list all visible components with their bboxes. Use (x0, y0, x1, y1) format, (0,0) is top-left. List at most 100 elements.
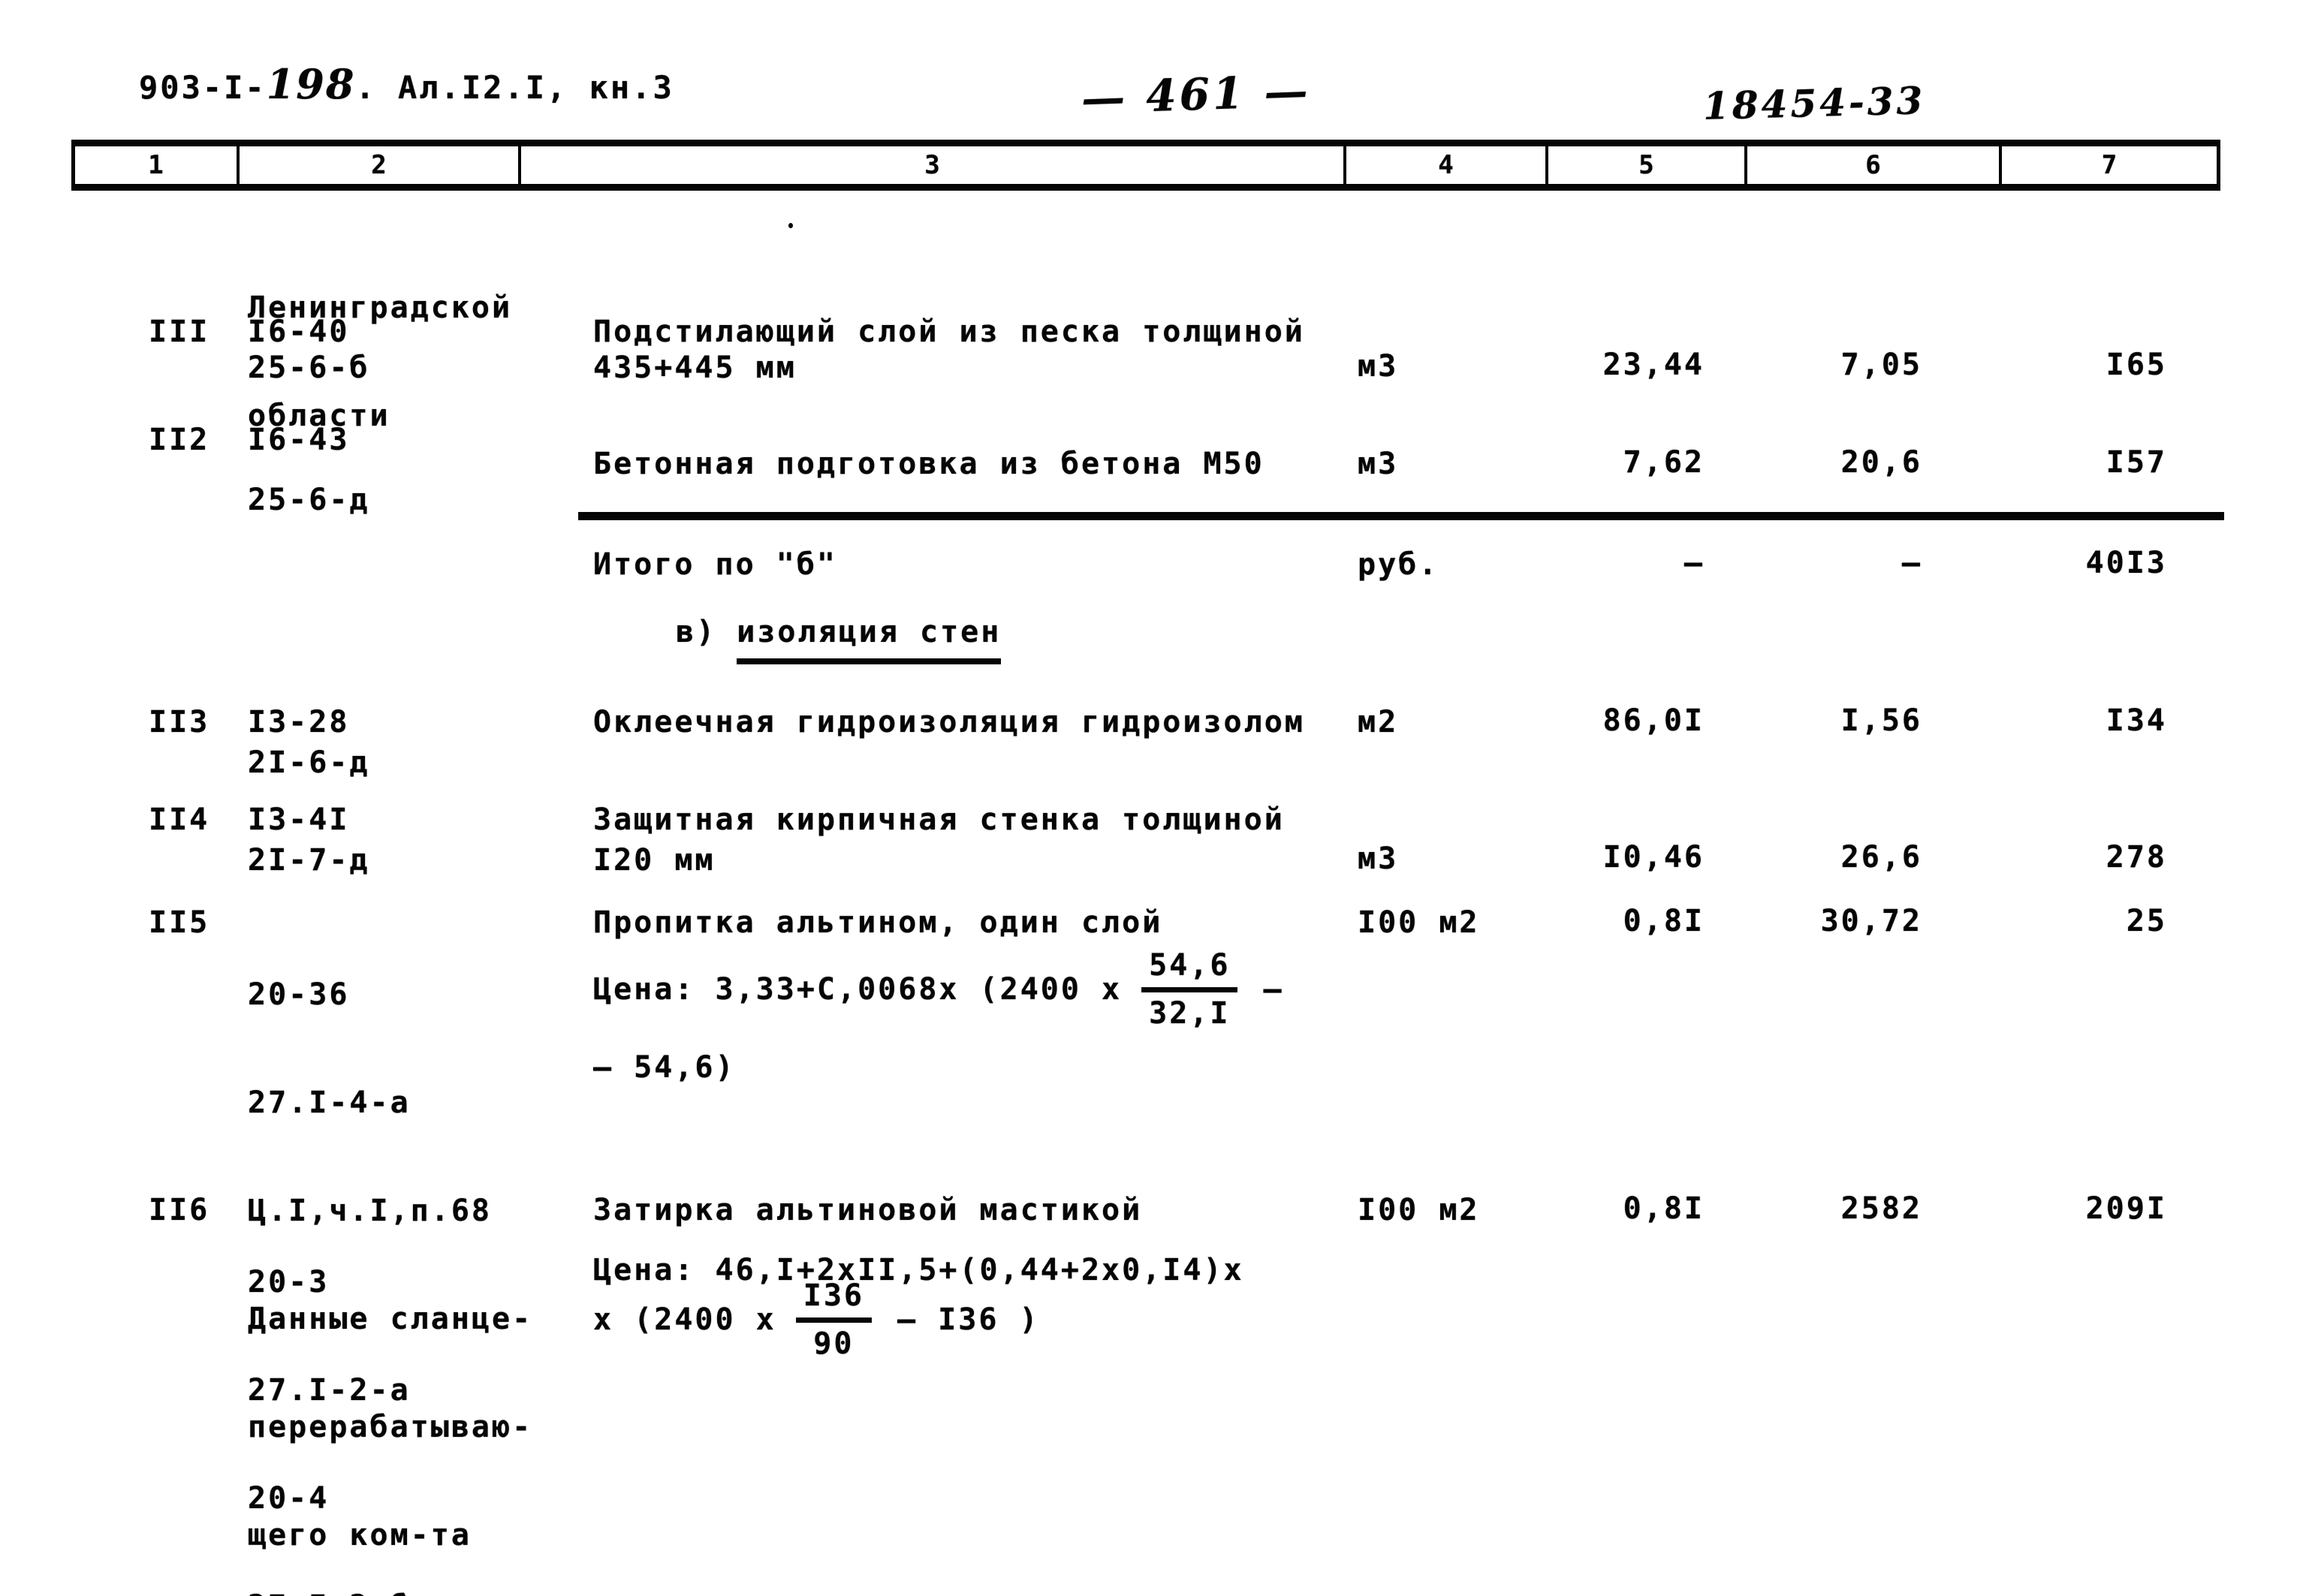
column-number-6: 6 (1747, 146, 2002, 184)
row-unit-price: 26,6 (1840, 840, 1922, 875)
fraction-numerator: I36 (795, 1278, 872, 1323)
formula-fraction: I36 90 (795, 1278, 872, 1361)
row-unit: м3 (1358, 447, 1399, 481)
row-unit-price: 20,6 (1840, 445, 1922, 480)
doc-code-handwritten: 198 (266, 60, 356, 108)
price-formula: х (2400 х I36 90 – I36 ) (593, 1278, 1040, 1361)
row-basis-line: Данные сланце- (248, 1302, 533, 1336)
row-description-line: Оклеечная гидроизоляция гидроизолом (593, 705, 1305, 739)
row-unit: м3 (1358, 349, 1399, 384)
row-basis-line: 20-4 (248, 1481, 330, 1516)
row-unit: м3 (1358, 842, 1399, 876)
row-quantity: 7,62 (1623, 445, 1705, 480)
row-basis-line: I6-43 (248, 423, 350, 457)
section-prefix: в) (676, 615, 717, 649)
row-basis-line: 25-6-д (248, 483, 370, 517)
row-basis-line: I3-4I (248, 803, 350, 837)
row-basis-line: I3-28 (248, 705, 350, 739)
subtotal-price-dash: – (1901, 546, 1922, 580)
formula-text: х (2400 х (593, 1302, 776, 1337)
row-quantity: I0,46 (1602, 840, 1705, 875)
row-unit-price: 30,72 (1820, 904, 1922, 938)
formula-text: Цена: 3,33+С,0068х (2400 х (593, 972, 1123, 1007)
column-number-7: 7 (2101, 150, 2118, 180)
row-number: II6 (149, 1193, 210, 1227)
page-number-handwritten: — 461 — (1080, 65, 1312, 125)
row-unit-price: I,56 (1840, 703, 1922, 738)
fraction-denominator: 90 (813, 1326, 855, 1361)
stamp-number-handwritten: 18454-33 (1702, 78, 1927, 128)
row-description-line: I20 мм (593, 843, 716, 878)
row-number: II5 (149, 905, 210, 940)
fraction-denominator: 32,I (1149, 996, 1231, 1031)
row-total: 278 (2106, 840, 2167, 875)
formula-fraction: 54,6 32,I (1141, 948, 1238, 1031)
row-total: 209I (2085, 1191, 2167, 1226)
row-description-line: 435+445 мм (593, 351, 797, 385)
row-basis-line: I6-40 (248, 315, 350, 349)
row-basis-line: 2I-7-д (248, 843, 370, 878)
row-basis-line: 27.I-2-б (248, 1588, 512, 1596)
column-number-4: 4 (1346, 146, 1548, 184)
row-basis-line: 27.I-4-а (248, 1086, 411, 1120)
subtotal-total: 40I3 (2085, 546, 2167, 580)
formula-continuation: – 54,6) (593, 1050, 736, 1085)
row-number: III (149, 315, 210, 349)
column-number-5: 5 (1548, 146, 1747, 184)
row-unit-price: 2582 (1840, 1191, 1922, 1226)
row-basis-line: 27.I-2-а (248, 1373, 411, 1408)
subtotal-quantity-dash: – (1684, 546, 1705, 580)
column-number-1: 1 (75, 146, 240, 184)
carryover-line: Ленинградской (248, 291, 513, 325)
row-total: 25 (2126, 904, 2167, 938)
row-quantity: 0,8I (1623, 904, 1705, 938)
row-total: I57 (2106, 445, 2167, 480)
row-basis-line: щего ком-та (248, 1518, 472, 1552)
fraction-numerator: 54,6 (1141, 948, 1238, 992)
row-basis-line: 25-6-б (248, 351, 370, 385)
column-number-3: 3 (521, 146, 1346, 184)
column-number-2: 2 (240, 146, 521, 184)
section-title: изоляция стен (737, 615, 1002, 664)
subtotal-unit: руб. (1358, 547, 1439, 582)
formula-text: – (1263, 972, 1284, 1007)
row-total: I34 (2106, 703, 2167, 738)
row-number: II2 (149, 423, 210, 457)
formula-text: Цена: 46,I+2хII,5+(0,44+2х0,I4)х (593, 1253, 1244, 1287)
row-quantity: 86,0I (1602, 703, 1705, 738)
row-basis-line: 20-36 (248, 977, 350, 1012)
row-description-line: Бетонная подготовка из бетона М50 (593, 447, 1265, 481)
row-basis-line: 2I-6-д (248, 745, 370, 780)
row-basis-block: 20-3 27.I-2-а 20-4 27.I-2-б Ц.I,ч.I,п.33… (248, 1192, 512, 1596)
subtotal-label: Итого по "б" (593, 547, 837, 582)
row-quantity: 23,44 (1602, 348, 1705, 382)
table-column-header-bar: 1 2 3 4 5 6 7 (71, 140, 2220, 191)
doc-code: 903-I-198. Ал.I2.I, кн.3 (139, 64, 674, 106)
row-number: II3 (149, 705, 210, 739)
row-description-line: Защитная кирпичная стенка толщиной (593, 803, 1285, 837)
section-heading: в) изоляция стен (676, 614, 1002, 664)
row-quantity: 0,8I (1623, 1191, 1705, 1226)
carryover-line: области (248, 399, 390, 433)
row-description-line: Затирка альтиновой мастикой (593, 1193, 1143, 1227)
price-formula: Цена: 3,33+С,0068х (2400 х 54,6 32,I – (593, 948, 1284, 1031)
row-unit: I00 м2 (1358, 1193, 1480, 1227)
subtotal-separator-line (578, 512, 2224, 520)
formula-text: – I36 ) (897, 1302, 1040, 1337)
row-basis-block: 20-36 27.I-4-а Ц.I,ч.I,п.68 Данные сланц… (248, 905, 532, 1596)
row-number: II4 (149, 803, 210, 837)
carryover-text: Ленинградской области (248, 218, 512, 506)
row-description-line: Подстилающий слой из песка толщиной (593, 315, 1305, 349)
doc-code-typed-right: . Ал.I2.I, кн.3 (355, 69, 674, 106)
row-description-line: Пропитка альтином, один слой (593, 905, 1163, 940)
doc-code-typed-left: 903-I- (139, 69, 267, 106)
row-basis-line: 20-3 (248, 1265, 330, 1299)
ink-speck (788, 223, 793, 228)
row-basis-line: перерабатываю- (248, 1410, 533, 1444)
row-unit-price: 7,05 (1840, 348, 1922, 382)
row-basis-line: Ц.I,ч.I,п.68 (248, 1194, 492, 1228)
row-total: I65 (2106, 348, 2167, 382)
row-unit: I00 м2 (1358, 905, 1480, 940)
row-unit: м2 (1358, 705, 1399, 739)
